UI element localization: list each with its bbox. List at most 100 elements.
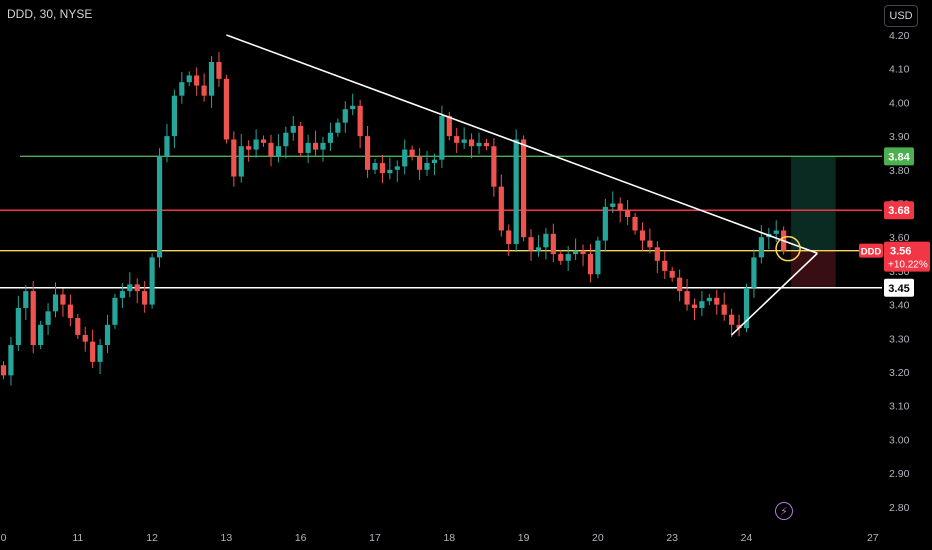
candle-body <box>729 314 735 325</box>
candle <box>379 154 386 184</box>
candle-body <box>565 254 571 261</box>
candle <box>736 314 742 337</box>
candle <box>23 285 29 321</box>
candle <box>335 118 341 137</box>
candle <box>387 157 393 180</box>
candle <box>283 126 289 159</box>
x-tick-label: 18 <box>443 532 455 544</box>
candle <box>691 298 698 321</box>
candle <box>312 130 319 156</box>
candle <box>134 278 140 304</box>
candle <box>565 245 571 271</box>
currency-button[interactable]: USD <box>884 5 918 27</box>
candle <box>186 71 192 87</box>
lightning-icon[interactable]: ⚡ <box>775 502 793 520</box>
candle <box>498 174 504 237</box>
candle-body <box>8 345 14 376</box>
candle-body <box>38 324 44 346</box>
candle-body <box>290 125 296 133</box>
candle-body <box>127 284 133 292</box>
x-tick-label: 12 <box>146 532 158 544</box>
candle <box>112 293 118 329</box>
candle <box>639 222 646 251</box>
candle <box>15 295 21 352</box>
candle-body <box>335 122 341 133</box>
candle <box>171 89 177 149</box>
candle-body <box>699 301 705 308</box>
candle-body <box>721 304 727 315</box>
candle-body <box>617 203 623 211</box>
candle <box>699 291 705 317</box>
candle-body <box>164 136 170 157</box>
candle-body <box>402 149 408 167</box>
candle-body <box>156 156 163 258</box>
candle <box>201 73 207 102</box>
candle <box>127 272 133 298</box>
candle <box>632 212 638 235</box>
candle <box>179 72 185 104</box>
candle-body <box>476 142 482 147</box>
candle-body <box>268 142 274 157</box>
candle-body <box>327 132 334 143</box>
x-tick-label: 19 <box>518 532 530 544</box>
candle-body <box>468 139 475 147</box>
candle <box>60 288 66 317</box>
candle-body <box>431 159 438 164</box>
candle-body <box>714 297 720 305</box>
candle <box>550 223 556 263</box>
candle-body <box>691 304 698 308</box>
candle-body <box>342 109 348 123</box>
candle <box>30 281 36 354</box>
price-tag-green: 3.84 <box>884 147 914 166</box>
x-tick-label: 17 <box>369 532 381 544</box>
price-tag-value: 3.45 <box>888 283 909 295</box>
current-price-value: 3.56 <box>890 246 911 258</box>
price-tag-value: 3.84 <box>888 151 910 163</box>
candle-body <box>639 230 646 241</box>
candles-layer <box>0 51 787 386</box>
candle <box>67 294 73 327</box>
candle <box>535 235 542 257</box>
candle <box>223 74 229 144</box>
candle <box>372 159 378 174</box>
candle <box>238 134 244 183</box>
candle-body <box>669 270 675 278</box>
x-tick-label: 20 <box>592 532 604 544</box>
y-tick-label: 3.30 <box>889 333 910 345</box>
y-tick-label: 3.80 <box>889 165 910 177</box>
candle <box>677 269 683 302</box>
candle <box>260 135 267 147</box>
candle-body <box>298 125 304 153</box>
x-tick-label: 27 <box>867 532 879 544</box>
candle-body <box>171 95 177 137</box>
candle-body <box>610 203 616 207</box>
candle <box>52 282 59 318</box>
candle-body <box>654 247 660 261</box>
candle <box>231 131 237 187</box>
candle-body <box>521 139 527 238</box>
candle-body <box>260 139 267 143</box>
candle-body <box>320 142 326 150</box>
x-tick-label: 13 <box>221 532 233 544</box>
candle <box>104 314 111 354</box>
candle <box>402 139 408 175</box>
price-tag-bg <box>884 147 914 166</box>
candle <box>454 128 460 153</box>
candle-body <box>275 146 282 157</box>
candle-body <box>558 254 564 261</box>
candle-body <box>573 250 579 255</box>
y-tick-label: 3.40 <box>889 300 910 312</box>
candle-body <box>684 291 690 305</box>
candle-body <box>379 163 386 174</box>
candle-body <box>30 291 36 346</box>
candle <box>595 236 601 279</box>
current-price-change: +10.22% <box>888 260 928 271</box>
candle <box>766 227 772 250</box>
candle <box>491 138 497 197</box>
candle-body <box>238 146 244 177</box>
candle <box>543 227 549 260</box>
candle <box>558 250 564 265</box>
candle-body <box>142 291 148 305</box>
candle-body <box>662 260 668 271</box>
